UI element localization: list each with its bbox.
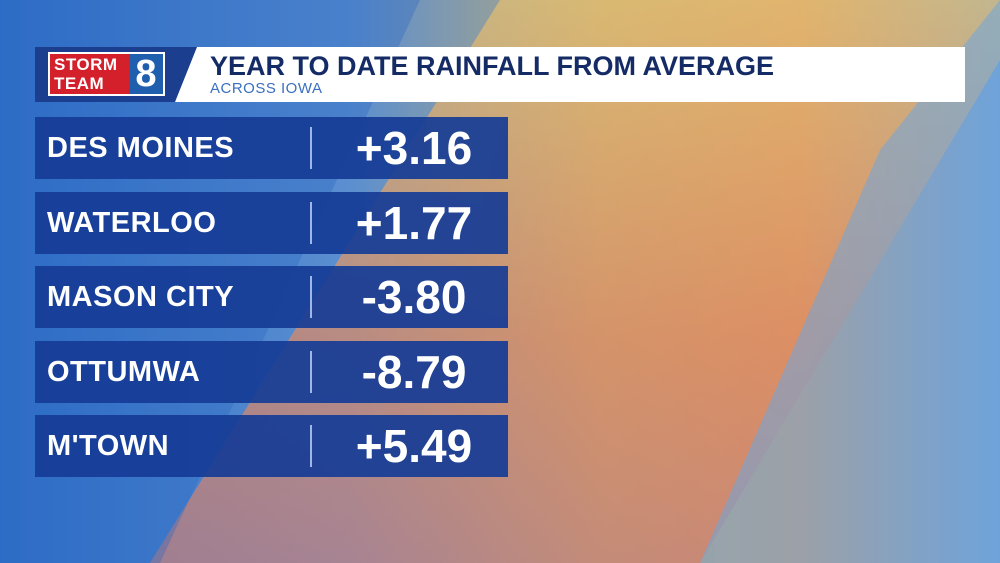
divider	[310, 425, 312, 467]
subtitle: ACROSS IOWA	[210, 80, 323, 97]
title: YEAR TO DATE RAINFALL FROM AVERAGE	[210, 51, 775, 81]
table-row: DES MOINES +3.16	[35, 117, 508, 179]
city-name: M'TOWN	[47, 430, 170, 462]
logo: STORM TEAM 8	[48, 52, 165, 96]
divider	[310, 351, 312, 393]
table-row: OTTUMWA -8.79	[35, 341, 508, 403]
city-name: DES MOINES	[47, 132, 235, 164]
divider	[310, 127, 312, 169]
divider	[310, 276, 312, 318]
logo-text: STORM	[54, 55, 118, 74]
logo-text: TEAM	[54, 74, 105, 93]
table-row: MASON CITY -3.80	[35, 266, 508, 328]
city-name: OTTUMWA	[47, 356, 201, 388]
rainfall-value: +5.49	[355, 420, 473, 472]
divider	[310, 202, 312, 244]
rainfall-value: -3.80	[361, 271, 467, 323]
table-row: WATERLOO +1.77	[35, 192, 508, 254]
city-name: MASON CITY	[47, 281, 235, 313]
city-name: WATERLOO	[47, 207, 217, 239]
logo-number: 8	[129, 54, 163, 94]
rainfall-value: -8.79	[361, 346, 467, 398]
table-row: M'TOWN +5.49	[35, 415, 508, 477]
rainfall-value: +3.16	[355, 122, 473, 174]
rainfall-value: +1.77	[355, 197, 473, 249]
title-box	[175, 47, 965, 102]
